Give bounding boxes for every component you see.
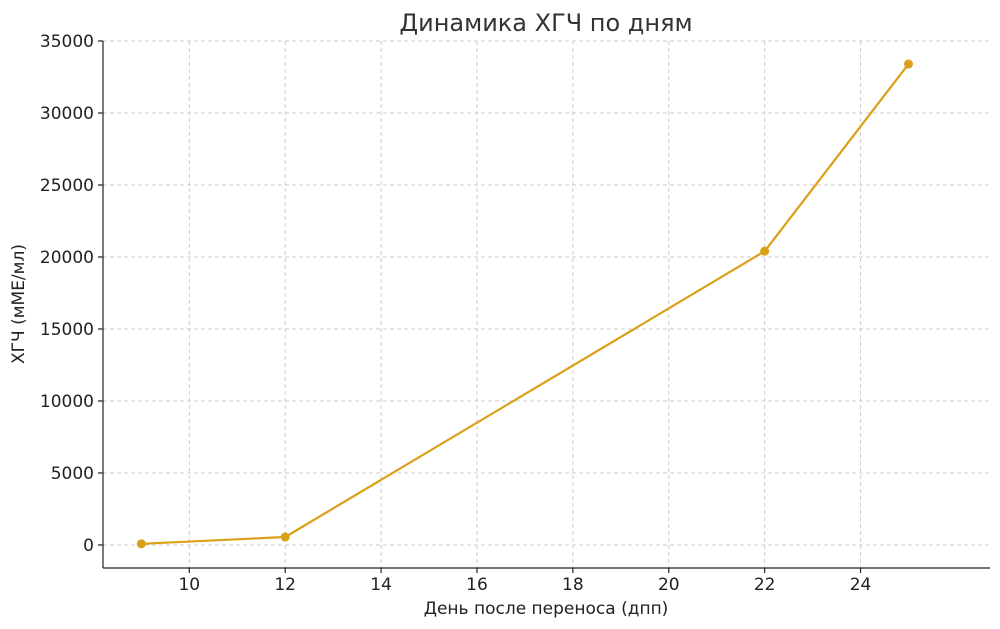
y-axis-ticks: 0 5000 10000 15000 20000 25000 30000 35000 (40, 32, 103, 556)
x-axis-label: День после переноса (дпп) (424, 599, 669, 619)
data-point (903, 59, 913, 69)
x-tick-label: 12 (274, 575, 296, 595)
axes (102, 41, 990, 569)
series-group (136, 59, 913, 549)
series-line (140, 62, 910, 545)
y-tick-label: 5000 (51, 464, 94, 484)
x-tick-label: 14 (370, 575, 392, 595)
y-axis-label: ХГЧ (мМЕ/мл) (9, 244, 29, 364)
grid (103, 40, 990, 568)
x-tick-label: 16 (466, 575, 488, 595)
y-tick-label: 35000 (40, 32, 94, 52)
y-tick-label: 20000 (40, 248, 94, 268)
chart-title: Динамика ХГЧ по дням (399, 9, 692, 37)
data-point (136, 539, 146, 549)
data-point (760, 246, 770, 256)
x-tick-label: 18 (562, 575, 584, 595)
x-tick-label: 10 (178, 575, 200, 595)
y-tick-label: 30000 (40, 104, 94, 124)
y-tick-label: 10000 (40, 392, 94, 412)
data-point (280, 532, 290, 542)
y-tick-label: 0 (83, 536, 94, 556)
y-tick-label: 15000 (40, 320, 94, 340)
x-tick-label: 24 (850, 575, 872, 595)
y-tick-label: 25000 (40, 176, 94, 196)
x-tick-label: 22 (754, 575, 776, 595)
x-tick-label: 20 (658, 575, 680, 595)
x-axis-ticks: 10 12 14 16 18 20 22 24 (178, 568, 871, 595)
